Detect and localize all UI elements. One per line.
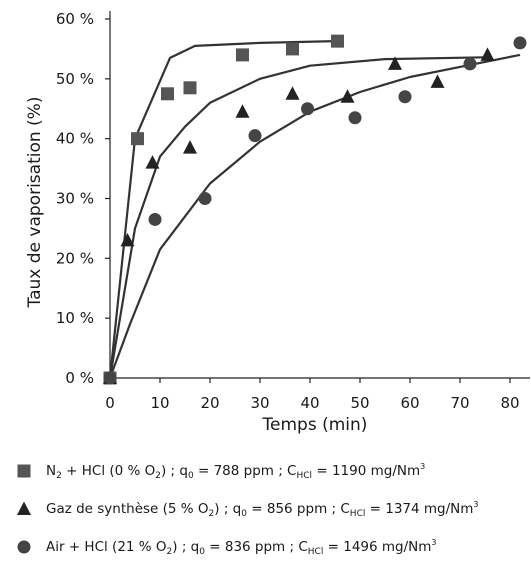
y-tick-label: 60 % (56, 10, 94, 28)
legend-text-pre: Gaz de synthèse (5 % O (46, 500, 209, 517)
data-point-circle (348, 111, 362, 125)
x-tick-label: 40 (300, 394, 319, 412)
legend-marker-circle (17, 540, 31, 554)
legend-label: Air + HCl (21 % O2) ; q0 = 836 ppm ; CHC… (46, 538, 437, 557)
x-tick-label: 50 (350, 394, 369, 412)
legend-text-pre: N (46, 462, 57, 479)
legend-text-mid2: = 836 ppm ; C (204, 538, 308, 555)
legend-text-sup: 3 (473, 499, 479, 509)
legend-item-circle: Air + HCl (21 % O2) ; q0 = 836 ppm ; CHC… (14, 528, 531, 566)
data-point-circle (513, 36, 527, 50)
y-tick-label: 0 % (65, 369, 94, 387)
data-point-square (131, 132, 144, 146)
legend-text-sup: 3 (420, 461, 426, 471)
chart-axes: 0 % 10 % 20 % 30 % 40 % 50 % 60 % 0 10 20 30 40 50 60… (56, 10, 530, 412)
x-tick-label: 10 (150, 394, 169, 412)
legend-text-mid1: + HCl (0 % O (61, 462, 156, 479)
legend-text-sub2: 2 (155, 470, 161, 481)
legend-text-mid3: = 1374 mg/Nm (365, 500, 474, 517)
y-tick-label: 10 % (56, 309, 94, 327)
legend-text-sub1: 2 (56, 470, 62, 481)
legend-item-triangle: Gaz de synthèse (5 % O2) ; q0 = 856 ppm … (14, 490, 531, 528)
y-tick-label: 40 % (56, 130, 94, 148)
circle-marker-icon (14, 540, 36, 554)
data-point-square (286, 42, 299, 56)
data-point-square (161, 87, 174, 101)
legend-text-mid4: = 1190 mg/Nm (312, 462, 421, 479)
x-tick-label: 20 (200, 394, 219, 412)
data-point-triangle (183, 140, 197, 154)
chart-legend: N2 + HCl (0 % O2) ; q0 = 788 ppm ; CHCl … (14, 452, 531, 566)
legend-marker-square (17, 464, 31, 478)
data-point-triangle (120, 232, 135, 247)
data-point-triangle (388, 56, 402, 70)
legend-text-sub4: HCl (296, 470, 313, 481)
fit-line-circle (108, 53, 521, 379)
chart-markers (103, 34, 527, 385)
legend-text-sub1: 2 (208, 508, 215, 519)
x-tick-label: 70 (450, 394, 469, 412)
legend-text-sup: 3 (431, 537, 437, 547)
data-point-triangle (235, 104, 250, 118)
legend-marker-triangle (17, 502, 31, 515)
data-point-triangle (285, 86, 300, 100)
data-point-circle (301, 102, 314, 116)
legend-text-mid1: ) ; q (172, 538, 200, 555)
legend-text-pre: Air + HCl (21 % O (46, 538, 167, 555)
legend-label: N2 + HCl (0 % O2) ; q0 = 788 ppm ; CHCl … (46, 462, 425, 481)
data-point-square (331, 34, 344, 48)
data-point-circle (398, 90, 412, 104)
square-marker-icon (14, 464, 36, 478)
chart: 0 % 10 % 20 % 30 % 40 % 50 % 60 % 0 10 20 30 40 50 60… (25, 10, 530, 435)
legend-text-mid1: ) ; q (214, 500, 242, 517)
x-tick-label: 0 (105, 394, 115, 412)
legend-text-sub3: 0 (187, 470, 194, 481)
data-point-circle (463, 57, 477, 71)
legend-text-mid2: ) ; q (160, 462, 188, 479)
data-point-circle (103, 371, 117, 385)
x-tick-label: 60 (400, 394, 419, 412)
legend-text-mid3: = 788 ppm ; C (193, 462, 297, 479)
x-axis-label: Temps (min) (262, 415, 368, 435)
data-point-triangle (145, 155, 160, 169)
data-point-triangle (480, 47, 495, 61)
y-tick-label: 20 % (56, 249, 94, 267)
fit-line-triangle (108, 56, 486, 379)
legend-text-sub3: HCl (349, 508, 366, 519)
data-point-triangle (340, 89, 355, 103)
legend-text-mid3: = 1496 mg/Nm (323, 538, 432, 555)
y-axis-label: Taux de vaporisation (%) (25, 97, 45, 309)
legend-text-mid2: = 856 ppm ; C (246, 500, 350, 517)
y-tick-label: 30 % (56, 190, 94, 208)
legend-item-square: N2 + HCl (0 % O2) ; q0 = 788 ppm ; CHCl … (14, 452, 531, 490)
legend-text-sub3: HCl (307, 546, 324, 557)
chart-fit-lines (108, 40, 521, 379)
data-point-square (236, 48, 249, 62)
legend-text-sub2: 0 (199, 546, 205, 557)
legend-label: Gaz de synthèse (5 % O2) ; q0 = 856 ppm … (46, 500, 479, 519)
triangle-marker-icon (14, 502, 36, 516)
data-point-triangle (430, 74, 445, 88)
x-tick-label: 80 (500, 394, 519, 412)
data-point-circle (198, 192, 212, 205)
data-point-circle (248, 129, 262, 143)
legend-text-sub2: 0 (241, 508, 247, 519)
y-tick-label: 50 % (56, 70, 94, 88)
fit-line-square (108, 40, 336, 379)
data-point-square (183, 81, 197, 95)
x-tick-label: 30 (250, 394, 269, 412)
data-point-circle (148, 212, 162, 226)
legend-text-sub1: 2 (166, 546, 173, 557)
